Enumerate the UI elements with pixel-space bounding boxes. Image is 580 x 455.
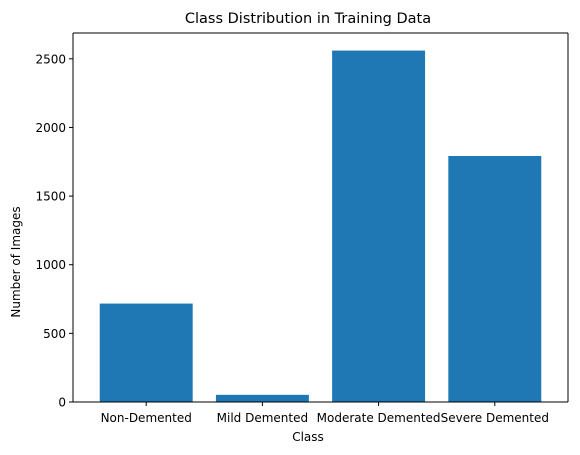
bar-moderate-demented bbox=[332, 50, 426, 402]
x-axis-label: Class bbox=[292, 430, 324, 444]
y-tick-label: 2000 bbox=[35, 121, 66, 135]
y-tick-label: 500 bbox=[43, 327, 66, 341]
y-axis-ticks: 0 500 1000 1500 2000 2500 bbox=[35, 52, 73, 410]
bar-severe-demented bbox=[448, 156, 542, 402]
y-axis-label: Number of Images bbox=[9, 206, 23, 317]
chart-title: Class Distribution in Training Data bbox=[185, 11, 431, 27]
y-tick-label: 1000 bbox=[35, 258, 66, 272]
bar-mild-demented bbox=[215, 394, 309, 402]
bars-group bbox=[99, 50, 542, 402]
axes-frame bbox=[72, 32, 569, 403]
bar-non-demented bbox=[99, 303, 193, 402]
x-axis-ticks: Non-Demented Mild Demented Moderate Dement… bbox=[101, 402, 549, 425]
x-tick-label: Moderate Demented bbox=[317, 411, 441, 425]
y-tick-label: 1500 bbox=[35, 190, 66, 204]
x-tick-label: Non-Demented bbox=[101, 411, 192, 425]
x-tick-label: Mild Demented bbox=[217, 411, 308, 425]
y-tick-label: 2500 bbox=[35, 52, 66, 66]
x-tick-label: Severe Demented bbox=[441, 411, 549, 425]
y-tick-label: 0 bbox=[58, 396, 66, 410]
